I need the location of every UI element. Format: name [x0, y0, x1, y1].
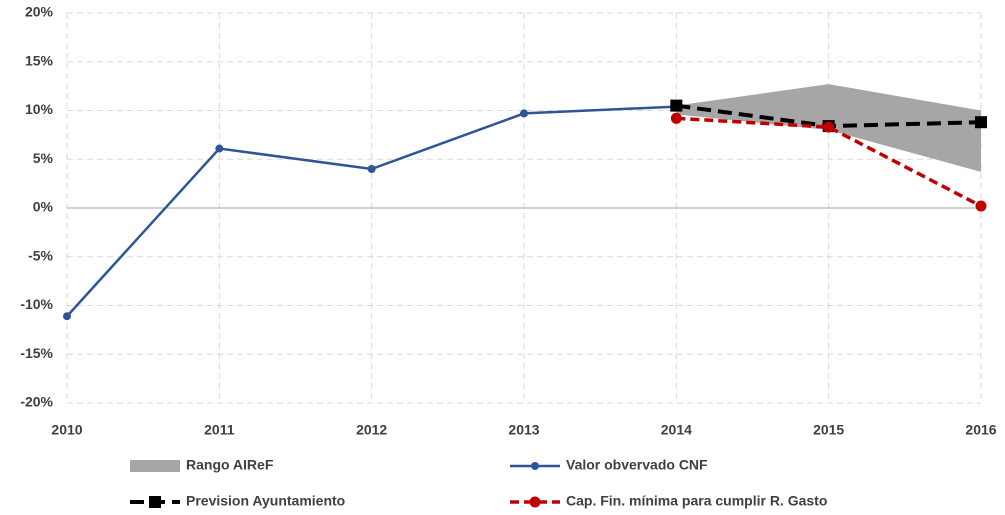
y-tick-label: -20%: [20, 394, 53, 410]
y-tick-label: 15%: [25, 52, 54, 68]
y-tick-label: -5%: [28, 247, 53, 263]
x-tick-label: 2011: [204, 422, 235, 438]
y-tick-label: -10%: [20, 296, 53, 312]
y-tick-label: 10%: [25, 101, 54, 117]
legend-marker: [531, 462, 539, 470]
marker: [975, 200, 987, 212]
legend-marker: [529, 496, 541, 508]
marker: [670, 99, 683, 112]
legend-label: Rango AIReF: [186, 457, 274, 473]
y-tick-label: 20%: [25, 4, 54, 20]
x-tick-label: 2014: [661, 422, 692, 438]
x-tick-label: 2010: [51, 422, 82, 438]
marker: [823, 121, 835, 133]
series-line: [676, 116, 982, 208]
marker: [975, 116, 987, 129]
marker: [215, 144, 224, 153]
x-tick-label: 2015: [813, 422, 844, 438]
marker: [63, 312, 71, 321]
legend-label: Cap. Fin. mínima para cumplir R. Gasto: [566, 493, 827, 509]
legend-swatch: [130, 460, 180, 472]
x-tick-label: 2013: [508, 422, 539, 438]
marker: [367, 165, 376, 173]
marker: [670, 112, 682, 124]
y-tick-label: 5%: [33, 150, 54, 166]
y-tick-label: -15%: [20, 345, 53, 361]
legend-label: Prevision Ayuntamiento: [186, 493, 345, 509]
x-tick-label: 2012: [356, 422, 387, 438]
legend-marker: [149, 496, 161, 508]
legend-label: Valor obvervado CNF: [566, 457, 708, 473]
marker: [520, 109, 528, 118]
x-tick-label: 2016: [965, 422, 996, 438]
y-tick-label: 0%: [33, 199, 54, 215]
